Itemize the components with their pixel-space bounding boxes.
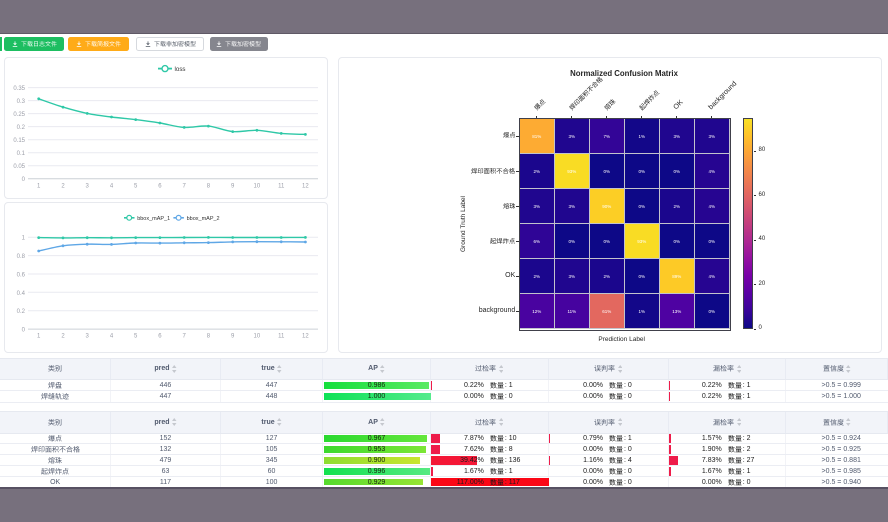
svg-text:0.25: 0.25: [13, 112, 25, 118]
svg-text:9: 9: [231, 184, 235, 190]
svg-text:12: 12: [302, 334, 309, 340]
svg-text:4: 4: [110, 334, 114, 340]
svg-text:1: 1: [37, 184, 41, 190]
svg-text:12: 12: [302, 184, 309, 190]
svg-text:5: 5: [134, 184, 138, 190]
svg-text:0: 0: [22, 177, 26, 183]
svg-text:bbox_mAP_2: bbox_mAP_2: [187, 216, 220, 222]
svg-text:0.05: 0.05: [13, 164, 25, 170]
svg-text:0.2: 0.2: [17, 125, 26, 131]
svg-text:4: 4: [110, 184, 114, 190]
svg-text:10: 10: [254, 334, 261, 340]
svg-text:1: 1: [22, 236, 26, 242]
svg-text:7: 7: [183, 184, 187, 190]
svg-text:0.8: 0.8: [17, 254, 26, 260]
svg-text:0.15: 0.15: [13, 138, 25, 144]
svg-text:8: 8: [207, 184, 211, 190]
svg-text:1: 1: [37, 334, 41, 340]
svg-text:3: 3: [86, 184, 90, 190]
svg-text:loss: loss: [175, 66, 186, 73]
svg-text:2: 2: [61, 184, 65, 190]
svg-text:0.1: 0.1: [17, 151, 26, 157]
svg-text:2: 2: [61, 334, 65, 340]
svg-text:11: 11: [278, 184, 285, 190]
svg-text:7: 7: [183, 334, 187, 340]
svg-text:0: 0: [22, 328, 26, 334]
svg-text:9: 9: [231, 334, 235, 340]
svg-text:0.4: 0.4: [17, 291, 26, 297]
svg-text:0.2: 0.2: [17, 309, 26, 315]
svg-text:6: 6: [158, 334, 162, 340]
svg-text:8: 8: [207, 334, 211, 340]
svg-text:5: 5: [134, 334, 138, 340]
svg-text:0.6: 0.6: [17, 273, 26, 279]
svg-text:10: 10: [254, 184, 261, 190]
svg-text:6: 6: [158, 184, 162, 190]
svg-text:0.3: 0.3: [17, 99, 26, 105]
svg-text:11: 11: [278, 334, 285, 340]
svg-text:bbox_mAP_1: bbox_mAP_1: [137, 216, 170, 222]
svg-text:3: 3: [86, 334, 90, 340]
svg-text:0.35: 0.35: [13, 86, 25, 92]
